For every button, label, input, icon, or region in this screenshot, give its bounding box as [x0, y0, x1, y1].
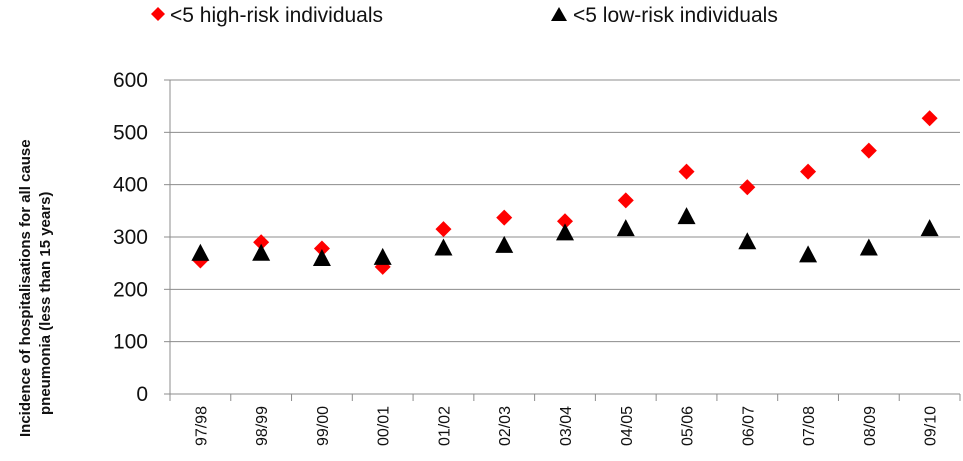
- x-tick-label: 00/01: [376, 406, 393, 446]
- point-low-risk: [495, 236, 513, 253]
- x-tick-label: 09/10: [923, 406, 940, 446]
- x-tick-label: 04/05: [619, 406, 636, 446]
- x-tick-label: 08/09: [862, 406, 879, 446]
- point-low-risk: [860, 239, 878, 256]
- plot-area: [170, 80, 960, 401]
- point-low-risk: [678, 207, 696, 224]
- point-high-risk: [861, 143, 877, 159]
- point-high-risk: [739, 179, 755, 195]
- x-tick-label: 05/06: [680, 406, 697, 446]
- legend-label-low-risk: <5 low-risk individuals: [573, 4, 778, 27]
- x-tick-label: 01/02: [436, 406, 453, 446]
- y-tick-label: 500: [113, 121, 148, 144]
- x-tick-labels: 97/98 98/99 99/00 00/01 01/02 02/03 03/04 04/05…: [193, 406, 939, 446]
- point-high-risk: [922, 110, 938, 126]
- y-tick-label: 300: [113, 226, 148, 249]
- y-tick-labels: 0 100 200 300 400 500 600: [113, 69, 148, 406]
- y-tick-label: 100: [113, 331, 148, 354]
- legend-label-high-risk: <5 high-risk individuals: [170, 4, 383, 27]
- y-tick-label: 0: [136, 383, 148, 406]
- point-low-risk: [374, 248, 392, 265]
- y-tick-label: 600: [113, 69, 148, 92]
- point-low-risk: [921, 219, 939, 236]
- point-high-risk: [800, 164, 816, 180]
- point-low-risk: [617, 219, 635, 236]
- point-low-risk: [191, 244, 209, 261]
- x-tick-label: 02/03: [497, 406, 514, 446]
- legend-marker-low-risk: [551, 7, 567, 21]
- legend: <5 high-risk individuals <5 low-risk ind…: [151, 4, 778, 27]
- legend-marker-high-risk: [151, 7, 165, 21]
- point-low-risk: [252, 244, 270, 261]
- point-low-risk: [434, 239, 452, 256]
- point-high-risk: [618, 192, 634, 208]
- x-tick-label: 03/04: [558, 406, 575, 446]
- y-tick-label: 200: [113, 278, 148, 301]
- point-high-risk: [435, 221, 451, 237]
- x-tick-label: 99/00: [315, 406, 332, 446]
- point-low-risk: [738, 232, 756, 249]
- point-low-risk: [313, 249, 331, 266]
- y-axis-title: Incidence of hospitalisations for all ca…: [17, 139, 54, 437]
- x-tick-label: 97/98: [193, 406, 210, 446]
- point-high-risk: [496, 210, 512, 226]
- y-axis-title-line-1: Incidence of hospitalisations for all ca…: [17, 139, 34, 437]
- point-high-risk: [679, 164, 695, 180]
- x-tick-label: 98/99: [254, 406, 271, 446]
- point-low-risk: [556, 223, 574, 240]
- x-tick-label: 07/08: [801, 406, 818, 446]
- y-axis-title-line-2: pneumonia (less than 15 years): [37, 192, 54, 415]
- point-low-risk: [799, 245, 817, 262]
- y-tick-label: 400: [113, 174, 148, 197]
- series-high-risk: [192, 110, 937, 275]
- x-tick-label: 06/07: [740, 406, 757, 446]
